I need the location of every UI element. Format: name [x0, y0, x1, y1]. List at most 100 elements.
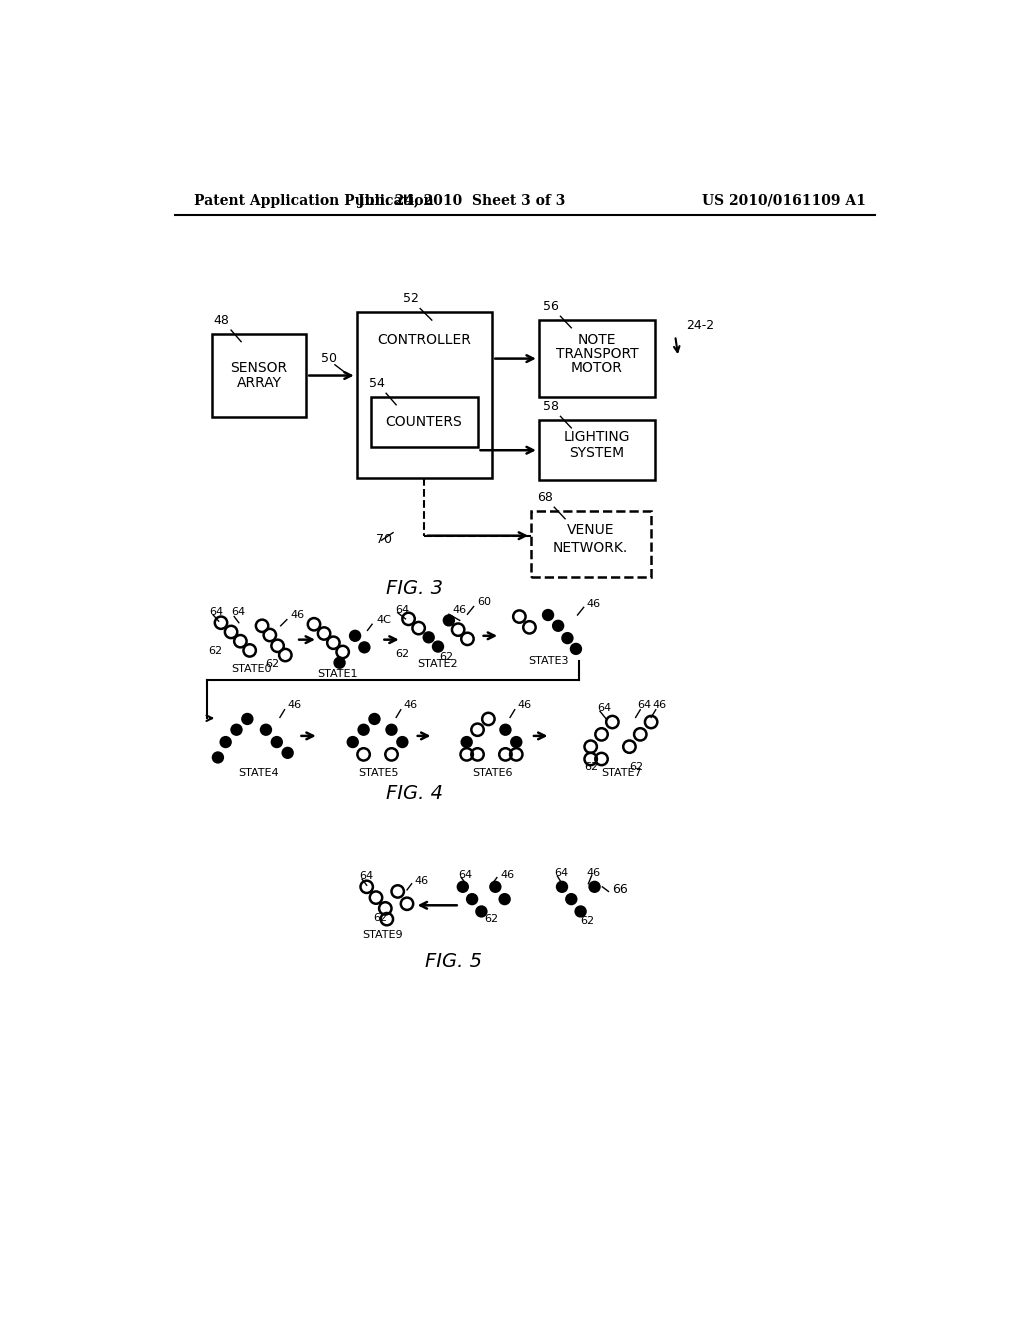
- Circle shape: [396, 737, 409, 748]
- Text: STATE0: STATE0: [231, 664, 272, 675]
- Circle shape: [500, 723, 512, 737]
- Bar: [371, 397, 477, 447]
- Circle shape: [574, 906, 587, 917]
- Circle shape: [423, 631, 435, 644]
- Circle shape: [561, 632, 573, 644]
- Text: STATE6: STATE6: [472, 768, 512, 777]
- Circle shape: [241, 713, 254, 725]
- Text: 62: 62: [395, 649, 410, 660]
- Text: Jun. 24, 2010  Sheet 3 of 3: Jun. 24, 2010 Sheet 3 of 3: [357, 194, 565, 207]
- Text: 68: 68: [537, 491, 553, 504]
- Text: 46: 46: [291, 610, 305, 620]
- Text: 24-2: 24-2: [686, 319, 714, 333]
- Circle shape: [349, 630, 361, 642]
- Text: FIG. 5: FIG. 5: [425, 952, 482, 972]
- Text: 52: 52: [402, 293, 419, 305]
- Text: NETWORK.: NETWORK.: [553, 541, 629, 554]
- Text: CONTROLLER: CONTROLLER: [377, 333, 471, 347]
- Text: 48: 48: [214, 314, 229, 327]
- Circle shape: [475, 906, 487, 917]
- Bar: [539, 420, 655, 480]
- Circle shape: [282, 747, 294, 759]
- Text: FIG. 4: FIG. 4: [386, 784, 443, 803]
- Text: 46: 46: [518, 700, 531, 710]
- Text: 58: 58: [543, 400, 559, 413]
- Circle shape: [461, 737, 473, 748]
- Text: STATE2: STATE2: [418, 659, 459, 669]
- Text: 62: 62: [208, 645, 222, 656]
- Text: 62: 62: [265, 660, 280, 669]
- Text: STATE3: STATE3: [527, 656, 568, 667]
- Text: TRANSPORT: TRANSPORT: [556, 347, 638, 360]
- Text: 62: 62: [484, 915, 499, 924]
- Circle shape: [270, 737, 283, 748]
- Circle shape: [510, 737, 522, 748]
- Circle shape: [357, 723, 370, 737]
- Circle shape: [457, 880, 469, 894]
- Text: 46: 46: [587, 599, 601, 610]
- Text: 64: 64: [395, 605, 410, 615]
- Text: NOTE: NOTE: [578, 333, 616, 347]
- Text: MOTOR: MOTOR: [571, 360, 623, 375]
- Text: 46: 46: [288, 700, 302, 710]
- Text: SYSTEM: SYSTEM: [569, 446, 625, 459]
- Circle shape: [219, 737, 231, 748]
- Text: STATE9: STATE9: [361, 929, 402, 940]
- Circle shape: [466, 892, 478, 906]
- Circle shape: [499, 892, 511, 906]
- Text: 64: 64: [359, 871, 373, 882]
- Text: 56: 56: [543, 300, 559, 313]
- Bar: [531, 511, 651, 577]
- Text: 62: 62: [581, 916, 595, 925]
- Text: US 2010/0161109 A1: US 2010/0161109 A1: [701, 194, 865, 207]
- Circle shape: [589, 880, 601, 894]
- Text: 62: 62: [439, 652, 454, 663]
- Text: ARRAY: ARRAY: [237, 376, 282, 391]
- Text: 70: 70: [376, 533, 392, 546]
- Circle shape: [552, 619, 564, 632]
- Circle shape: [489, 880, 502, 894]
- Circle shape: [346, 737, 359, 748]
- Text: 64: 64: [209, 607, 223, 616]
- Circle shape: [542, 609, 554, 622]
- Text: LIGHTING: LIGHTING: [563, 430, 630, 444]
- Text: 46: 46: [652, 700, 667, 710]
- Text: STATE7: STATE7: [601, 768, 642, 777]
- Text: 46: 46: [415, 875, 429, 886]
- Circle shape: [212, 751, 224, 763]
- Bar: [356, 313, 493, 478]
- Text: 64: 64: [597, 704, 611, 713]
- Text: 46: 46: [403, 700, 418, 710]
- Text: 64: 64: [637, 700, 651, 710]
- Circle shape: [260, 723, 272, 737]
- Circle shape: [230, 723, 243, 737]
- Circle shape: [432, 640, 444, 653]
- Bar: [212, 334, 306, 417]
- Circle shape: [442, 614, 455, 627]
- Circle shape: [334, 656, 346, 669]
- Text: 62: 62: [630, 762, 643, 772]
- Circle shape: [385, 723, 397, 737]
- Text: STATE1: STATE1: [317, 669, 357, 678]
- Text: Patent Application Publication: Patent Application Publication: [194, 194, 433, 207]
- Text: 46: 46: [587, 869, 601, 878]
- Text: 64: 64: [231, 607, 245, 616]
- Text: FIG. 3: FIG. 3: [386, 579, 443, 598]
- Text: COUNTERS: COUNTERS: [386, 414, 463, 429]
- Bar: [539, 321, 655, 397]
- Text: 64: 64: [554, 869, 568, 878]
- Circle shape: [369, 713, 381, 725]
- Text: SENSOR: SENSOR: [230, 360, 288, 375]
- Text: 46: 46: [452, 605, 466, 615]
- Circle shape: [358, 642, 371, 653]
- Text: 66: 66: [612, 883, 628, 896]
- Text: 62: 62: [585, 762, 599, 772]
- Circle shape: [556, 880, 568, 894]
- Text: 50: 50: [321, 351, 337, 364]
- Text: 62: 62: [373, 912, 387, 923]
- Text: STATE5: STATE5: [358, 768, 398, 777]
- Circle shape: [569, 643, 583, 655]
- Text: 4C: 4C: [376, 615, 391, 624]
- Circle shape: [565, 892, 578, 906]
- Text: 64: 64: [458, 870, 472, 879]
